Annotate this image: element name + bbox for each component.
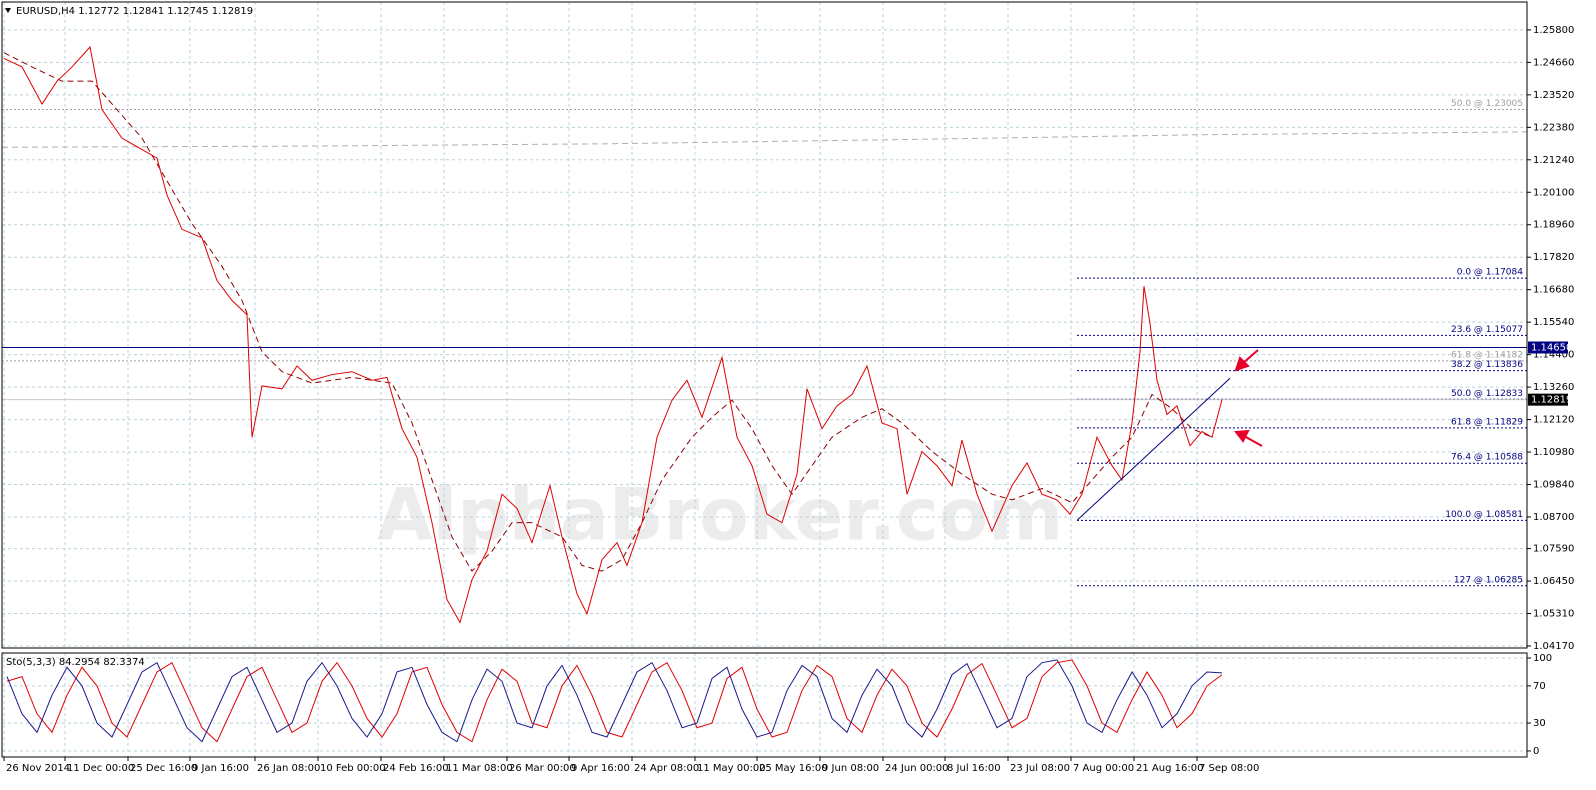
fib-label: 50.0 @ 1.12833 [1451, 389, 1523, 399]
y-tick-label: 1.15540 [1533, 317, 1574, 328]
panel-title: EURUSD,H4 1.12772 1.12841 1.12745 1.1281… [16, 6, 253, 17]
menu-icon[interactable] [5, 8, 11, 13]
arrow-up [1234, 349, 1259, 372]
x-tick-label: 9 Jun 08:00 [822, 763, 879, 774]
y-tick-label: 1.09840 [1533, 480, 1574, 491]
x-tick-label: 24 Feb 16:00 [383, 763, 449, 774]
price-marker-label: 1.12819 [1531, 395, 1572, 406]
y-tick-label: 1.08700 [1533, 512, 1574, 523]
x-tick-label: 7 Aug 00:00 [1073, 763, 1134, 774]
arrow-down [1234, 429, 1263, 447]
x-tick-label: 10 Feb 00:00 [320, 763, 386, 774]
y-tick-label: 1.22380 [1533, 122, 1574, 133]
x-tick-label: 11 Mar 08:00 [446, 763, 513, 774]
y-tick-label: 1.07590 [1533, 544, 1574, 555]
x-tick-label: 23 Jul 08:00 [1010, 763, 1070, 774]
fib-label: 100.0 @ 1.08581 [1445, 510, 1523, 520]
fib-label: 76.4 @ 1.10588 [1451, 453, 1523, 463]
x-tick-label: 21 Aug 16:00 [1136, 763, 1203, 774]
moving-average [3, 52, 1213, 572]
x-tick-label: 25 Dec 16:00 [130, 763, 197, 774]
price-line [6, 659, 1223, 743]
panel-title: Sto(5,3,3) 84.2954 82.3374 [6, 657, 145, 668]
price-marker [1528, 341, 1568, 354]
x-tick-label: 26 Mar 00:00 [509, 763, 576, 774]
stochastic-panel-border [1, 652, 1528, 758]
x-tick-label: 26 Nov 2014 [6, 763, 70, 774]
x-tick-label: 9 Apr 16:00 [571, 763, 630, 774]
price-panel-border [1, 1, 1528, 649]
fib-label: 127 @ 1.06285 [1454, 575, 1523, 585]
fib-label: 61.8 @ 1.14182 [1451, 350, 1523, 360]
y-tick-label: 1.21240 [1533, 155, 1574, 166]
y-tick-label: 30 [1533, 718, 1546, 729]
fib-label: 38.2 @ 1.13836 [1451, 360, 1523, 370]
watermark: AlphaBroker.com [377, 473, 1063, 557]
y-tick-label: 1.05310 [1533, 609, 1574, 620]
y-tick-label: 1.10980 [1533, 447, 1574, 458]
y-tick-label: 1.14400 [1533, 350, 1574, 361]
y-tick-label: 1.17820 [1533, 252, 1574, 263]
y-tick-label: 1.12120 [1533, 415, 1574, 426]
x-tick-label: 26 Jan 08:00 [257, 763, 320, 774]
y-tick-label: 1.13260 [1533, 382, 1574, 393]
y-tick-label: 1.23520 [1533, 90, 1574, 101]
fib-label: 23.6 @ 1.15077 [1451, 325, 1523, 335]
y-tick-label: 1.25800 [1533, 25, 1574, 36]
fib-label: 50.0 @ 1.23005 [1451, 99, 1523, 109]
x-tick-label: 24 Apr 08:00 [634, 763, 699, 774]
y-tick-label: 1.16680 [1533, 285, 1574, 296]
price-line [3, 45, 1223, 624]
x-tick-label: 8 Jul 16:00 [947, 763, 1001, 774]
y-tick-label: 1.20100 [1533, 187, 1574, 198]
trendline [1076, 377, 1231, 521]
x-tick-label: 7 Sep 08:00 [1199, 763, 1259, 774]
x-tick-label: 9 Jan 16:00 [192, 763, 249, 774]
x-tick-label: 25 May 16:00 [759, 763, 828, 774]
y-tick-label: 1.04170 [1533, 641, 1574, 652]
fib-label: 0.0 @ 1.17084 [1457, 268, 1524, 278]
x-tick-label: 11 Dec 00:00 [67, 763, 134, 774]
y-tick-label: 70 [1533, 681, 1546, 692]
price-line [6, 659, 1223, 743]
price-marker-label: 1.14650 [1531, 343, 1572, 354]
moving-average [1, 131, 1528, 148]
y-tick-label: 100 [1533, 653, 1552, 664]
x-tick-label: 24 Jun 00:00 [885, 763, 949, 774]
fib-label: 61.8 @ 1.11829 [1451, 417, 1523, 427]
y-tick-label: 1.06450 [1533, 576, 1574, 587]
price-marker [1528, 393, 1568, 406]
y-tick-label: 1.24660 [1533, 57, 1574, 68]
y-tick-label: 1.18960 [1533, 220, 1574, 231]
y-tick-label: 0 [1533, 746, 1539, 757]
x-tick-label: 11 May 00:00 [697, 763, 766, 774]
